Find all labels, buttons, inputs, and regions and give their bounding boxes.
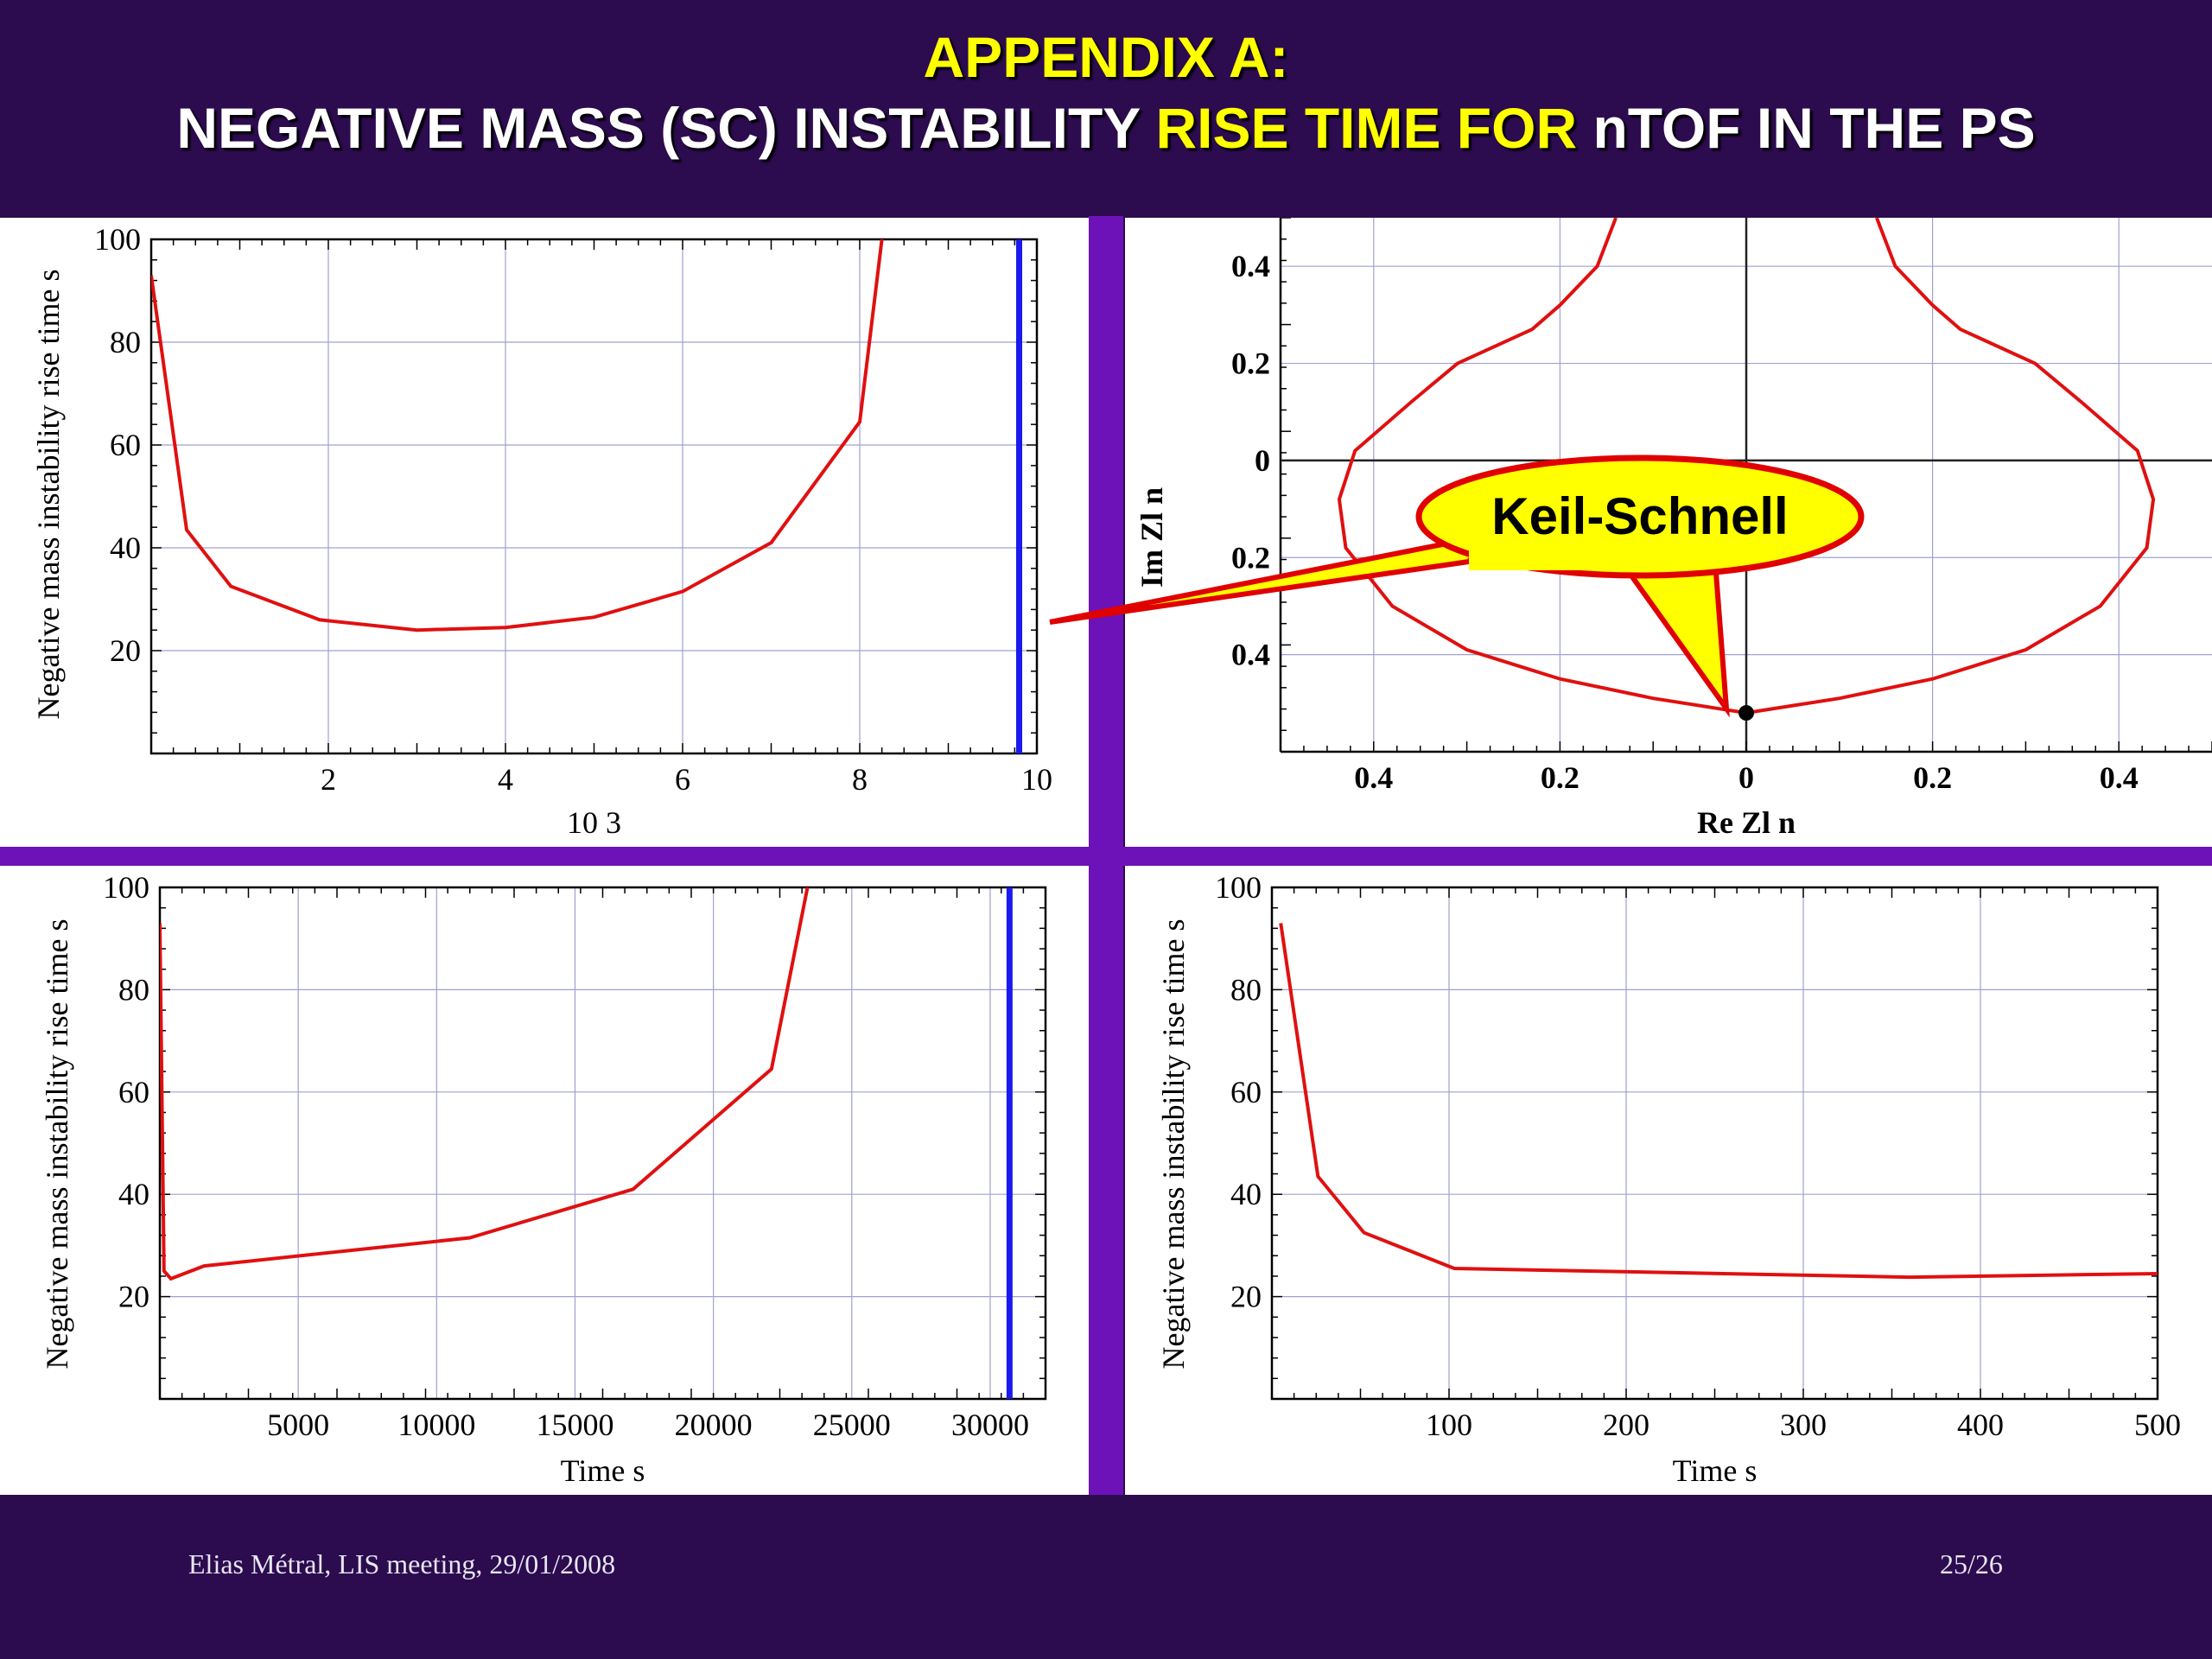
y-tick-label: 0.4 [1231, 638, 1270, 672]
x-tick-label: 2 [321, 762, 336, 797]
x-tick-label: 200 [1603, 1408, 1649, 1442]
x-tick-label: 300 [1780, 1408, 1827, 1442]
slide-title-line1: APPENDIX A: [923, 25, 1289, 89]
title-part-b: nTOF IN THE PS [1577, 96, 2036, 160]
x-tick-label: 0 [1738, 760, 1754, 795]
x-tick-label: 20000 [675, 1408, 753, 1442]
y-tick-label: 20 [1230, 1280, 1262, 1314]
chart-top-left: 2 4 6 8 10 20 40 60 80 100 10 3 Negative mass inst… [31, 222, 1052, 840]
x-tick-label: 500 [2134, 1408, 2181, 1442]
chart-panel-top-left: 2 4 6 8 10 20 40 60 80 100 10 3 Negative mass inst… [0, 218, 1089, 847]
y-tick-label: 80 [118, 972, 149, 1007]
x-tick-label: 0.4 [2100, 760, 2139, 795]
separator-vertical [1089, 216, 1123, 1495]
x-tick-label: 25000 [813, 1408, 891, 1442]
y-tick-label: 100 [103, 870, 149, 905]
stability-point [1738, 705, 1754, 721]
chart-bottom-left: 5000 10000 15000 20000 25000 30000 20 40 60 80 100… [40, 870, 1047, 1488]
y-tick-label: 20 [110, 633, 141, 668]
x-tick-label: 100 [1426, 1408, 1472, 1442]
y-tick-label: 0 [1255, 443, 1270, 478]
x-tick-label: 4 [498, 762, 513, 797]
plot-frame [149, 238, 1039, 755]
y-tick-label: 80 [110, 325, 141, 359]
y-tick-label: 0.2 [1231, 346, 1270, 381]
x-axis-label: 10 3 [567, 805, 621, 840]
chart-panel-bottom-left: 5000 10000 15000 20000 25000 30000 20 40 60 80 100… [0, 866, 1089, 1495]
footer-page-number: 25/26 [1940, 1548, 2003, 1580]
y-tick-label: 40 [1230, 1177, 1262, 1211]
chart-bottom-right: 100 200 300 400 500 20 40 60 80 100 Time s Negative… [1156, 870, 2181, 1488]
y-tick-label: 60 [118, 1075, 149, 1109]
y-tick-label: 0.2 [1231, 540, 1270, 575]
x-tick-label: 10 [1021, 762, 1052, 797]
x-axis-label: Re Zl n [1697, 805, 1796, 840]
x-tick-label: 6 [675, 762, 690, 797]
chart-panel-top-right: 0.4 0.2 0 0.2 0.4 0.4 0.2 0 0.2 0.4 Re Zl n Im Zl… [1125, 218, 2212, 847]
title-highlight: RISE TIME FOR [1155, 96, 1578, 160]
y-axis-label: Negative mass instability rise time s [40, 919, 74, 1370]
x-axis-label: Time s [561, 1453, 645, 1488]
plot-frame [158, 886, 1047, 1401]
y-axis-label: Im Zl n [1135, 487, 1169, 588]
x-tick-label: 10000 [397, 1408, 475, 1442]
y-axis-label: Negative mass instability rise time s [31, 270, 66, 720]
x-tick-label: 400 [1957, 1408, 2004, 1442]
y-tick-label: 100 [94, 222, 141, 257]
series-line [1279, 923, 2158, 1280]
title-part-a: NEGATIVE MASS (SC) INSTABILITY [176, 96, 1156, 160]
y-axis-label: Negative mass instability rise time s [1156, 919, 1191, 1370]
series-line [151, 239, 884, 632]
x-axis-label: Time s [1673, 1453, 1758, 1488]
y-tick-label: 40 [118, 1177, 149, 1211]
y-tick-label: 100 [1215, 870, 1262, 905]
x-tick-label: 0.2 [1541, 760, 1580, 795]
y-tick-label: 0.4 [1231, 249, 1270, 283]
x-tick-label: 8 [852, 762, 868, 797]
y-tick-label: 60 [1230, 1075, 1262, 1109]
x-tick-label: 15000 [536, 1408, 613, 1442]
chart-top-right: 0.4 0.2 0 0.2 0.4 0.4 0.2 0 0.2 0.4 Re Zl n Im Zl… [1135, 218, 2212, 840]
footer-author: Elias Métral, LIS meeting, 29/01/2008 [188, 1548, 616, 1580]
plot-frame [1270, 886, 2159, 1401]
chart-panel-bottom-right: 100 200 300 400 500 20 40 60 80 100 Time s Negative… [1125, 866, 2212, 1495]
series-line [160, 887, 810, 1281]
y-tick-label: 80 [1230, 972, 1262, 1007]
x-tick-label: 0.2 [1913, 760, 1952, 795]
x-tick-label: 5000 [267, 1408, 329, 1442]
y-tick-label: 20 [118, 1280, 149, 1314]
y-tick-label: 40 [110, 531, 141, 565]
x-tick-label: 0.4 [1354, 760, 1393, 795]
slide-title-line2: NEGATIVE MASS (SC) INSTABILITY RISE TIME… [0, 95, 2212, 161]
y-tick-label: 60 [110, 428, 141, 462]
x-tick-label: 30000 [951, 1408, 1029, 1442]
